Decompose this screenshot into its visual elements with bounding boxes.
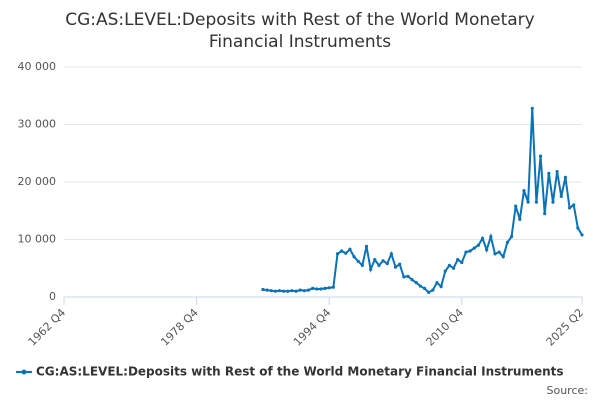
point <box>331 285 335 289</box>
point <box>572 203 576 207</box>
point <box>265 288 269 292</box>
point <box>580 233 584 237</box>
point <box>522 189 526 193</box>
point <box>530 106 534 110</box>
point <box>543 212 547 216</box>
point <box>327 286 331 290</box>
point <box>509 235 514 239</box>
point <box>538 154 543 158</box>
x-tick-label: 2025 Q2 <box>544 306 587 349</box>
point <box>294 289 298 293</box>
series-line <box>262 108 583 294</box>
point <box>526 200 530 204</box>
point <box>518 217 522 221</box>
point <box>534 200 539 204</box>
point <box>364 244 369 248</box>
point <box>555 170 559 174</box>
point <box>414 281 418 285</box>
point <box>277 289 282 293</box>
point <box>505 240 510 244</box>
point <box>489 235 493 239</box>
y-tick-label: 0 <box>49 290 56 303</box>
point <box>311 286 315 290</box>
point <box>323 286 327 290</box>
point <box>406 274 410 278</box>
point <box>422 286 427 290</box>
point <box>410 278 414 282</box>
point <box>427 290 431 294</box>
point <box>286 289 290 293</box>
y-tick-label: 30 000 <box>18 118 57 131</box>
point <box>497 250 501 254</box>
point <box>381 259 385 263</box>
point <box>418 284 422 288</box>
point <box>315 287 319 291</box>
point <box>567 206 572 210</box>
point <box>290 289 294 293</box>
point <box>563 175 568 179</box>
legend-label: CG:AS:LEVEL:Deposits with Rest of the Wo… <box>36 365 564 379</box>
point <box>302 289 306 293</box>
point <box>373 258 377 262</box>
point <box>340 249 344 253</box>
point <box>439 285 443 289</box>
point <box>447 263 451 267</box>
point <box>559 194 563 198</box>
x-tick-label: 1978 Q4 <box>158 306 201 349</box>
point <box>348 247 352 251</box>
point <box>431 288 435 292</box>
point <box>435 281 439 285</box>
point <box>472 246 476 250</box>
point <box>480 236 485 240</box>
point <box>493 252 497 256</box>
point <box>344 251 348 255</box>
point <box>377 263 381 267</box>
point <box>269 289 273 293</box>
point <box>385 262 389 266</box>
point <box>306 288 311 292</box>
point <box>356 259 360 263</box>
point <box>369 267 373 271</box>
y-tick-label: 10 000 <box>18 233 57 246</box>
point <box>551 200 555 204</box>
y-tick-label: 20 000 <box>18 175 57 188</box>
point <box>451 266 456 270</box>
point <box>476 243 480 247</box>
point <box>460 260 464 265</box>
legend-marker <box>21 369 27 375</box>
point <box>547 171 551 175</box>
point <box>273 289 277 293</box>
point <box>389 252 393 256</box>
point <box>443 269 447 273</box>
point <box>576 226 580 230</box>
chart-title: CG:AS:LEVEL:Deposits with Rest of the Wo… <box>65 10 535 52</box>
point <box>468 249 472 253</box>
point <box>402 275 406 279</box>
point <box>514 204 518 208</box>
point <box>393 265 398 269</box>
point <box>501 255 505 259</box>
point <box>464 250 468 254</box>
point <box>319 287 323 291</box>
point <box>352 255 356 259</box>
point <box>335 252 340 256</box>
point <box>398 262 402 266</box>
point <box>456 258 460 262</box>
source: Source: <box>547 384 589 397</box>
point <box>298 288 302 292</box>
x-tick-label: 1962 Q4 <box>26 306 69 349</box>
x-tick-label: 2010 Q4 <box>424 306 467 349</box>
x-tick-label: 1994 Q4 <box>291 306 334 349</box>
point <box>360 263 364 267</box>
y-tick-label: 40 000 <box>18 60 57 73</box>
point <box>282 289 286 293</box>
point <box>261 287 265 292</box>
point <box>485 248 489 252</box>
